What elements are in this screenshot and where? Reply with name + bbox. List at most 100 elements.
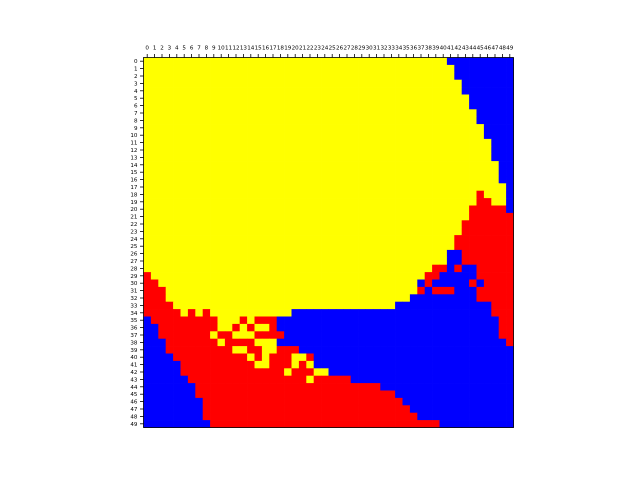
heatmap-cell-r23-c35	[402, 227, 411, 236]
heatmap-cell-r38-c32	[380, 338, 389, 347]
heatmap-cell-r20-c8	[202, 205, 211, 214]
heatmap-cell-r19-c25	[328, 198, 337, 206]
heatmap-cell-r28-c7	[195, 264, 204, 273]
heatmap-cell-r0-c13	[239, 57, 248, 66]
heatmap-cell-r41-c19	[284, 360, 292, 369]
heatmap-cell-r40-c26	[335, 353, 344, 362]
heatmap-cell-r28-c46	[483, 264, 492, 273]
heatmap-cell-r4-c22	[306, 87, 315, 95]
heatmap-cell-r7-c28	[350, 109, 359, 118]
heatmap-cell-r7-c17	[269, 109, 278, 118]
heatmap-cell-r36-c41	[446, 323, 455, 332]
heatmap-cell-r39-c26	[335, 346, 344, 354]
heatmap-cell-r24-c35	[402, 235, 411, 243]
heatmap-cell-r32-c20	[291, 294, 300, 303]
heatmap-cell-r28-c41	[446, 264, 455, 273]
heatmap-cell-r6-c22	[306, 101, 315, 110]
heatmap-cell-r41-c49	[506, 360, 514, 369]
heatmap-cell-r26-c14	[247, 249, 255, 258]
heatmap-cell-r40-c16	[261, 353, 270, 362]
heatmap-cell-r39-c1	[150, 346, 159, 354]
heatmap-cell-r37-c28	[350, 331, 359, 340]
heatmap-cell-r29-c36	[409, 272, 418, 280]
heatmap-cell-r45-c37	[417, 390, 426, 399]
heatmap-cell-r45-c7	[195, 390, 204, 399]
heatmap-cell-r45-c19	[284, 390, 292, 399]
heatmap-cell-r39-c7	[195, 346, 204, 354]
heatmap-cell-r26-c42	[454, 249, 463, 258]
heatmap-cell-r26-c10	[217, 249, 226, 258]
heatmap-cell-r22-c46	[483, 220, 492, 229]
heatmap-cell-r1-c2	[158, 64, 167, 73]
heatmap-cell-r33-c19	[284, 301, 292, 310]
heatmap-cell-r31-c24	[321, 286, 329, 295]
heatmap-cell-r38-c21	[298, 338, 307, 347]
heatmap-cell-r48-c10	[217, 412, 226, 421]
heatmap-cell-r34-c25	[328, 309, 337, 317]
heatmap-cell-r49-c4	[173, 420, 181, 428]
heatmap-cell-r5-c34	[395, 94, 403, 103]
heatmap-cell-r16-c31	[372, 175, 381, 184]
heatmap-cell-r34-c24	[321, 309, 329, 317]
heatmap-cell-r10-c42	[454, 131, 463, 140]
heatmap-cell-r47-c44	[469, 405, 477, 414]
heatmap-cell-r45-c48	[498, 390, 507, 399]
heatmap-cell-r18-c37	[417, 190, 426, 199]
x-tick-label: 19	[284, 46, 292, 52]
heatmap-cell-r4-c38	[424, 87, 433, 95]
heatmap-cell-r32-c24	[321, 294, 329, 303]
heatmap-cell-r20-c21	[298, 205, 307, 214]
heatmap-cell-r48-c27	[343, 412, 352, 421]
heatmap-cell-r25-c8	[202, 242, 211, 251]
heatmap-cell-r10-c17	[269, 131, 278, 140]
heatmap-cell-r25-c27	[343, 242, 352, 251]
heatmap-cell-r22-c4	[173, 220, 181, 229]
heatmap-cell-r17-c32	[380, 183, 389, 192]
x-tick-label: 0	[145, 46, 149, 52]
heatmap-cell-r38-c20	[291, 338, 300, 347]
heatmap-cell-r1-c26	[335, 64, 344, 73]
heatmap-cell-r28-c19	[284, 264, 292, 273]
y-tick-label: 32	[130, 296, 137, 302]
heatmap-cell-r12-c25	[328, 146, 337, 155]
heatmap-cell-r44-c5	[180, 383, 189, 391]
heatmap-cell-r10-c3	[165, 131, 174, 140]
heatmap-cell-r20-c19	[284, 205, 292, 214]
x-tick-label: 46	[484, 46, 492, 52]
heatmap-cell-r15-c18	[276, 168, 285, 177]
heatmap-cell-r22-c25	[328, 220, 337, 229]
x-tick-label: 13	[240, 46, 248, 52]
heatmap-cell-r1-c23	[313, 64, 322, 73]
heatmap-cell-r44-c15	[254, 383, 263, 391]
heatmap-cell-r19-c12	[232, 198, 241, 206]
heatmap-cell-r44-c22	[306, 383, 315, 391]
heatmap-cell-r15-c13	[239, 168, 248, 177]
heatmap-cell-r48-c41	[446, 412, 455, 421]
heatmap-cell-r1-c16	[261, 64, 270, 73]
heatmap-cell-r7-c8	[202, 109, 211, 118]
heatmap-cell-r24-c39	[432, 235, 440, 243]
heatmap-cell-r19-c2	[158, 198, 167, 206]
heatmap-cell-r37-c19	[284, 331, 292, 340]
heatmap-cell-r49-c0	[143, 420, 152, 428]
heatmap-cell-r20-c25	[328, 205, 337, 214]
heatmap-cell-r42-c37	[417, 368, 426, 377]
heatmap-cell-r31-c13	[239, 286, 248, 295]
heatmap-cell-r26-c33	[387, 249, 396, 258]
heatmap-cell-r0-c27	[343, 57, 352, 66]
heatmap-cell-r33-c14	[247, 301, 255, 310]
heatmap-cell-r26-c45	[476, 249, 485, 258]
heatmap-cell-r34-c10	[217, 309, 226, 317]
heatmap-cell-r0-c5	[180, 57, 189, 66]
heatmap-cell-r35-c29	[358, 316, 366, 325]
heatmap-cell-r25-c16	[261, 242, 270, 251]
heatmap-cell-r34-c29	[358, 309, 366, 317]
heatmap-cell-r29-c26	[335, 272, 344, 280]
heatmap-cell-r11-c23	[313, 138, 322, 147]
heatmap-cell-r6-c40	[439, 101, 448, 110]
heatmap-cell-r1-c1	[150, 64, 159, 73]
heatmap-cell-r29-c46	[483, 272, 492, 280]
heatmap-cell-r14-c25	[328, 161, 337, 169]
heatmap-cell-r33-c5	[180, 301, 189, 310]
heatmap-cell-r40-c44	[469, 353, 477, 362]
